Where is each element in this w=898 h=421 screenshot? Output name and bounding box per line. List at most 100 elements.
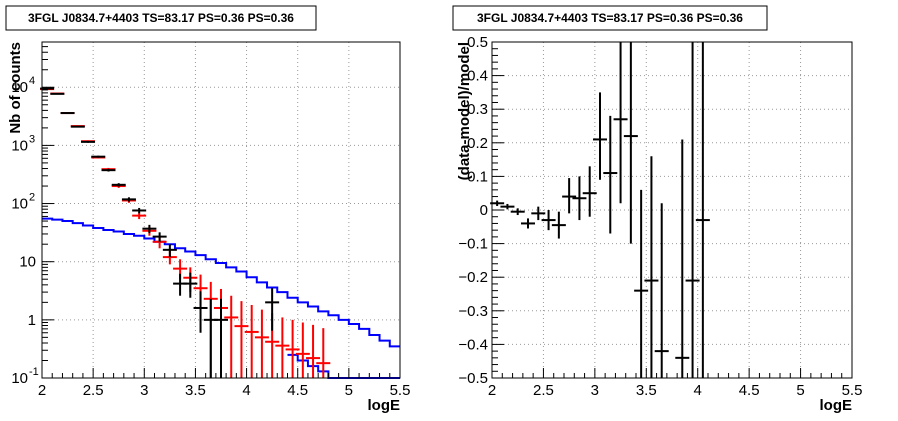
right-x-tick-label: 2 xyxy=(488,382,496,399)
left-x-tick-label: 4.5 xyxy=(287,382,308,399)
residual-point xyxy=(562,178,577,214)
left-x-axis-title: logE xyxy=(368,397,401,414)
residual-point xyxy=(695,42,710,378)
left-x-tick-label: 5 xyxy=(345,382,353,399)
residual-point xyxy=(510,208,525,216)
left-y-tick-exponent: 3 xyxy=(29,133,35,145)
right-y-tick-label: −0.3 xyxy=(458,303,488,320)
data-point xyxy=(91,155,106,158)
model-point xyxy=(295,322,310,378)
data-point xyxy=(101,168,116,172)
right-y-tick-label: 0.3 xyxy=(467,101,488,118)
residual-point xyxy=(521,218,535,229)
right-y-tick-label: −0.4 xyxy=(458,336,488,353)
right-y-ticks: −0.5 −0.4 −0.3 −0.2 −0.1 0 0.1 0.2 0.3 0.4 0.5 xyxy=(458,34,504,387)
left-y-tick-exponent: -1 xyxy=(29,366,39,378)
right-panel: 2 2.5 3 3.5 4 4.5 5 5.5 −0.5 −0.4 −0.3 −0.2 −0.1 0 0.… xyxy=(452,5,863,414)
data-point xyxy=(111,183,126,187)
residual-point xyxy=(572,176,587,221)
right-y-tick-label: 0.5 xyxy=(467,34,488,51)
data-point xyxy=(121,197,136,202)
data-point xyxy=(162,244,177,258)
left-y-tick-label: 10 xyxy=(11,137,28,154)
data-point xyxy=(50,92,65,95)
right-x-tick-label: 3 xyxy=(591,382,599,399)
data-point xyxy=(132,207,147,214)
right-x-tick-label: 3.5 xyxy=(636,382,657,399)
left-x-tick-label: 3 xyxy=(140,382,148,399)
residual-point xyxy=(675,139,690,378)
left-source-step-line xyxy=(42,217,400,348)
left-plot-frame xyxy=(41,41,401,379)
left-x-ticks: 2 2.5 3 3.5 4 4.5 5 5.5 xyxy=(38,368,411,399)
residual-point xyxy=(634,189,649,378)
residual-point xyxy=(613,42,628,204)
data-point xyxy=(265,288,280,331)
right-y-tick-label: 0.4 xyxy=(467,68,488,85)
right-y-tick-label: 0 xyxy=(480,202,488,219)
left-title: 3FGL J0834.7+4403 TS=83.17 PS=0.36 PS=0.… xyxy=(28,11,294,25)
residual-point xyxy=(500,203,515,210)
data-point xyxy=(70,125,85,128)
residual-point xyxy=(582,166,597,217)
data-point xyxy=(60,112,75,115)
right-residual-markers xyxy=(490,42,710,378)
left-x-tick-label: 4 xyxy=(242,382,250,399)
model-point xyxy=(285,319,300,378)
left-x-tick-label: 5.5 xyxy=(390,382,411,399)
data-point xyxy=(142,224,157,234)
model-point xyxy=(234,301,249,378)
residual-point xyxy=(654,203,669,378)
residual-point xyxy=(623,42,638,244)
left-model-markers xyxy=(40,88,331,378)
right-title-box xyxy=(452,5,768,31)
left-x-tick-label: 2.5 xyxy=(83,382,104,399)
left-y-axis-title: Nb of counts xyxy=(7,42,24,134)
residual-point xyxy=(644,156,659,378)
left-source-tail-step-line xyxy=(287,353,400,379)
left-data-markers xyxy=(40,87,280,378)
left-title-box xyxy=(5,5,317,31)
data-point xyxy=(152,232,167,242)
right-x-tick-label: 5.5 xyxy=(842,382,863,399)
model-point xyxy=(132,212,147,220)
residual-point xyxy=(685,42,700,378)
right-y-tick-label: −0.2 xyxy=(458,269,488,286)
right-grid xyxy=(491,41,853,379)
left-y-tick-label: 10 xyxy=(11,79,28,96)
right-y-tick-label: 0.1 xyxy=(467,168,488,185)
right-x-tick-label: 5 xyxy=(796,382,804,399)
model-point xyxy=(224,295,239,378)
model-point xyxy=(275,317,290,378)
left-y-tick-exponent: 2 xyxy=(29,192,35,204)
right-y-tick-label: 0.2 xyxy=(467,135,488,152)
right-y-axis-title: (data-model)/model xyxy=(456,42,473,180)
data-point xyxy=(193,291,208,333)
model-point xyxy=(306,324,321,378)
residual-point xyxy=(603,115,618,234)
residual-point xyxy=(551,211,566,239)
model-point xyxy=(316,328,331,378)
data-point xyxy=(81,140,96,143)
data-point xyxy=(183,272,198,298)
residual-point xyxy=(593,92,607,180)
left-y-tick-label: 10 xyxy=(11,370,28,387)
left-y-tick-label: 10 xyxy=(11,196,28,213)
right-x-ticks: 2 2.5 3 3.5 4 4.5 5 5.5 xyxy=(488,368,863,399)
right-x-axis-title: logE xyxy=(820,397,853,414)
left-x-tick-label: 2 xyxy=(38,382,46,399)
right-x-tick-label: 4.5 xyxy=(739,382,760,399)
data-point xyxy=(203,298,218,378)
data-point xyxy=(214,298,228,378)
right-y-tick-label: −0.1 xyxy=(458,236,488,253)
model-point xyxy=(254,309,269,378)
right-title: 3FGL J0834.7+4403 TS=83.17 PS=0.36 PS=0.… xyxy=(477,11,743,25)
residual-point xyxy=(531,206,546,221)
model-point xyxy=(244,305,259,378)
right-y-tick-label: −0.5 xyxy=(458,370,488,387)
residual-point xyxy=(541,210,556,231)
left-y-tick-label: 10 xyxy=(19,254,36,271)
